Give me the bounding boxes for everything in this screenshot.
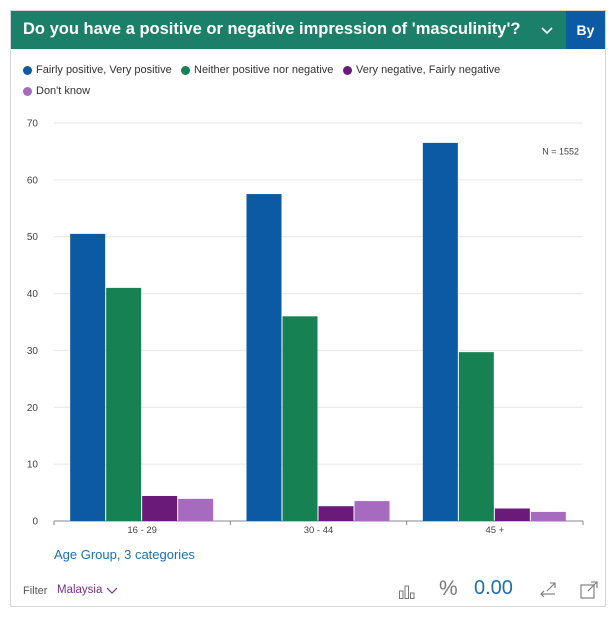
bar bbox=[106, 287, 142, 521]
bar bbox=[282, 316, 318, 521]
bar bbox=[530, 511, 566, 521]
bar bbox=[70, 233, 106, 521]
y-tick-label: 10 bbox=[27, 460, 39, 471]
x-tick-label: 45 + bbox=[485, 525, 504, 536]
bar bbox=[422, 142, 458, 521]
legend-swatch bbox=[181, 65, 190, 75]
chevron-down-icon[interactable] bbox=[537, 20, 557, 40]
bar-chart: 0 10 20 30 40 50 60 70 N = 1552 16 - 29 30 - 44 45 … bbox=[27, 119, 584, 536]
legend-label: Fairly positive, Very positive bbox=[36, 64, 172, 76]
bar bbox=[318, 506, 354, 521]
bar bbox=[458, 352, 494, 521]
percent-toggle[interactable]: % bbox=[439, 577, 458, 600]
footer-toolbar: Filter Malaysia % 0.00 bbox=[11, 576, 605, 606]
legend-item-neutral[interactable]: Neither positive nor negative bbox=[181, 64, 333, 76]
by-button[interactable]: By bbox=[566, 11, 605, 49]
chart-header: Do you have a positive or negative impre… bbox=[11, 11, 605, 49]
bar bbox=[142, 495, 178, 521]
y-tick-label: 50 bbox=[27, 232, 39, 243]
legend-item-negative[interactable]: Very negative, Fairly negative bbox=[343, 64, 500, 76]
chevron-down-icon bbox=[106, 587, 118, 594]
sample-size-annotation: N = 1552 bbox=[542, 146, 579, 156]
x-tick-label: 16 - 29 bbox=[127, 525, 157, 536]
y-tick-label: 30 bbox=[27, 346, 39, 357]
y-tick-label: 60 bbox=[27, 175, 39, 186]
chart-card: Do you have a positive or negative impre… bbox=[10, 10, 606, 607]
legend-label: Very negative, Fairly negative bbox=[356, 64, 501, 76]
bar bbox=[354, 501, 390, 521]
swap-axes-icon[interactable] bbox=[538, 580, 558, 600]
question-title: Do you have a positive or negative impre… bbox=[23, 20, 521, 38]
legend-label: Don't know bbox=[36, 85, 91, 97]
bar bbox=[178, 498, 214, 521]
legend-swatch bbox=[23, 86, 32, 96]
legend-swatch bbox=[343, 65, 352, 75]
bar-chart-icon[interactable] bbox=[398, 582, 416, 600]
decimal-places-toggle[interactable]: 0.00 bbox=[474, 577, 513, 599]
legend-item-dont-know[interactable]: Don't know bbox=[23, 85, 90, 97]
legend-label: Neither positive nor negative bbox=[194, 64, 334, 76]
legend-swatch bbox=[23, 65, 32, 75]
y-tick-label: 0 bbox=[32, 517, 38, 528]
filter-label: Filter bbox=[23, 585, 48, 597]
y-tick-label: 40 bbox=[27, 289, 39, 300]
bar bbox=[246, 194, 282, 522]
expand-icon[interactable] bbox=[579, 580, 599, 600]
y-tick-label: 70 bbox=[27, 119, 39, 130]
x-tick-label: 30 - 44 bbox=[304, 525, 334, 536]
legend-item-positive[interactable]: Fairly positive, Very positive bbox=[23, 64, 172, 76]
bar bbox=[494, 508, 530, 521]
filter-dropdown[interactable]: Malaysia bbox=[57, 584, 119, 596]
x-axis-caption[interactable]: Age Group, 3 categories bbox=[54, 547, 195, 562]
y-tick-label: 20 bbox=[27, 403, 39, 414]
filter-value: Malaysia bbox=[57, 584, 103, 596]
